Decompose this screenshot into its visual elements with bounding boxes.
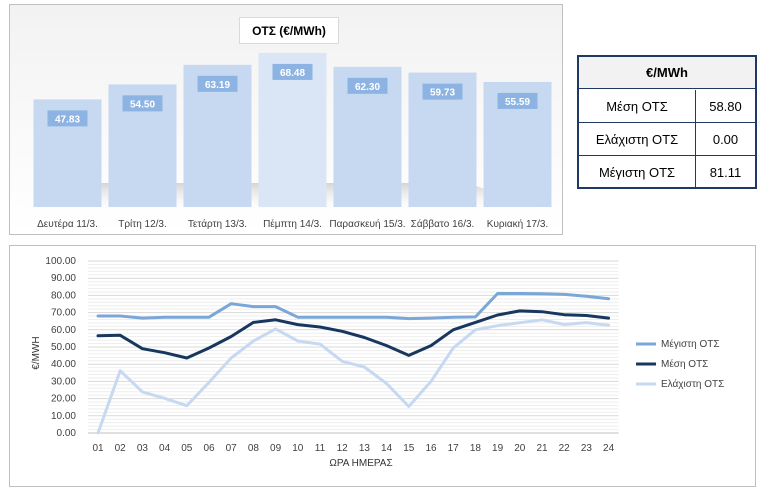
y-tick-label: 60.00 (51, 325, 76, 336)
x-tick-label: 22 (559, 443, 571, 454)
bar-value-label-bg (497, 92, 538, 109)
bar-value-label-bg (122, 95, 163, 112)
stats-value: 0.00 (712, 132, 739, 147)
bar-value-label: 62.30 (355, 82, 380, 93)
stats-label: Μέση ΟΤΣ (579, 90, 696, 123)
x-tick-label: 06 (203, 443, 215, 454)
bar-value-label-bg (422, 83, 463, 100)
y-tick-label: 10.00 (51, 411, 76, 422)
bar-category-label: Πέμπτη 14/3. (263, 218, 322, 230)
bar-category-label: Παρασκευή 15/3. (329, 218, 405, 230)
x-tick-label: 02 (115, 443, 127, 454)
legend-label: Μέγιστη ΟΤΣ (661, 338, 720, 350)
x-tick-label: 04 (159, 443, 171, 454)
y-axis-label: €/MWH (31, 336, 42, 369)
stats-label: Ελάχιστη ΟΤΣ (579, 123, 696, 156)
bar-value-label-bg (197, 75, 238, 92)
x-tick-label: 21 (536, 443, 548, 454)
y-tick-label: 20.00 (51, 394, 76, 405)
bar-value-label-bg (347, 77, 388, 94)
x-tick-label: 23 (581, 443, 593, 454)
series-line (96, 292, 611, 321)
x-tick-label: 14 (381, 443, 393, 454)
y-tick-label: 40.00 (51, 359, 76, 370)
bar-value-label: 55.59 (505, 97, 530, 108)
y-tick-label: 30.00 (51, 376, 76, 387)
bar-category-label: Σάββατο 16/3. (411, 218, 475, 230)
bar-value-label: 68.48 (280, 68, 305, 79)
x-tick-label: 05 (181, 443, 193, 454)
bar-chart-title: ΟΤΣ (€/MWh) (239, 17, 339, 44)
legend-label: Μέση ΟΤΣ (661, 358, 708, 370)
y-tick-label: 70.00 (51, 308, 76, 319)
x-tick-label: 03 (137, 443, 149, 454)
x-tick-label: 08 (248, 443, 260, 454)
x-tick-label: 01 (92, 443, 104, 454)
bar-value-label: 59.73 (430, 88, 455, 99)
stats-row-min: Ελάχιστη ΟΤΣ 0.00 (579, 123, 755, 156)
bar-chart-svg: 47.83 Δευτέρα 11/3. 54.50 Τρίτη 12/3. 63.19 Τ… (20, 52, 552, 230)
stats-value: 81.11 (709, 165, 742, 180)
bar-category-label: Κυριακή 17/3. (487, 218, 548, 230)
bar-category-label: Τρίτη 12/3. (118, 218, 167, 230)
x-tick-label: 16 (425, 443, 437, 454)
x-tick-label: 20 (514, 443, 526, 454)
x-tick-label: 09 (270, 443, 282, 454)
bar-value-label: 54.50 (130, 99, 155, 110)
x-tick-label: 07 (226, 443, 238, 454)
x-tick-label: 10 (292, 443, 304, 454)
stats-row-max: Μέγιστη ΟΤΣ 81.11 (579, 156, 755, 189)
legend-label: Ελάχιστη ΟΤΣ (661, 378, 724, 390)
y-tick-label: 80.00 (51, 290, 76, 301)
y-tick-label: 50.00 (51, 342, 76, 353)
daily-bar-chart: 47.83 Δευτέρα 11/3. 54.50 Τρίτη 12/3. 63.19 Τ… (9, 4, 563, 235)
y-tick-label: 90.00 (51, 273, 76, 284)
x-tick-label: 11 (315, 443, 326, 454)
bar-value-label-bg (272, 63, 313, 80)
x-tick-label: 18 (470, 443, 482, 454)
stats-table-header: €/MWh (579, 57, 755, 89)
stats-row-mean: Μέση ΟΤΣ 58.80 (579, 90, 755, 123)
x-tick-label: 17 (448, 443, 460, 454)
stats-value: 58.80 (709, 99, 742, 114)
series-line (96, 318, 611, 435)
line-chart-svg: 0.00 10.00 20.00 30.00 40.00 50.00 60.00 70.00 8… (31, 256, 724, 469)
bar-value-label-bg (47, 110, 88, 127)
x-tick-label: 24 (603, 443, 615, 454)
x-tick-label: 12 (337, 443, 349, 454)
stats-table: €/MWh Μέση ΟΤΣ 58.80 Ελάχιστη ΟΤΣ 0.00 Μ… (577, 55, 757, 189)
y-tick-label: 100.00 (45, 256, 76, 267)
stats-label: Μέγιστη ΟΤΣ (579, 156, 696, 189)
hourly-line-chart: 0.00 10.00 20.00 30.00 40.00 50.00 60.00 70.00 8… (9, 245, 756, 487)
series-line (96, 309, 611, 360)
y-tick-label: 0.00 (57, 428, 77, 439)
bar-value-label: 63.19 (205, 80, 230, 91)
x-axis-label: ΩΡΑ ΗΜΕΡΑΣ (329, 458, 392, 469)
bar-category-label: Δευτέρα 11/3. (37, 218, 98, 230)
bar-category-label: Τετάρτη 13/3. (188, 218, 247, 230)
x-tick-label: 15 (403, 443, 415, 454)
bar-value-label: 47.83 (55, 114, 80, 125)
x-tick-label: 13 (359, 443, 371, 454)
x-tick-label: 19 (492, 443, 504, 454)
